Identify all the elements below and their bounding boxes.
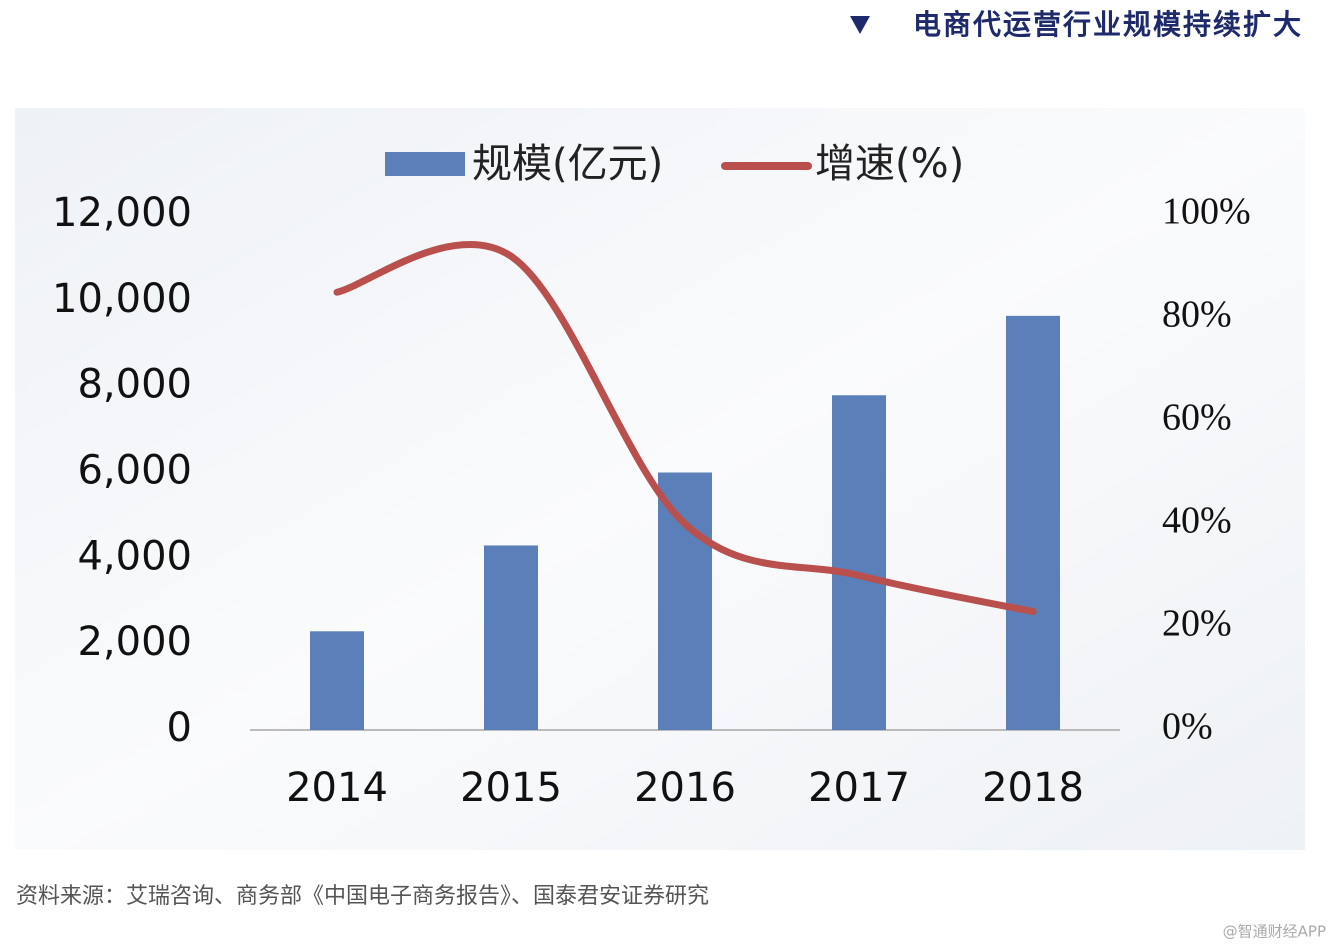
title-marker — [850, 16, 870, 34]
x-tick-label: 2018 — [982, 765, 1084, 811]
bar — [310, 631, 364, 730]
legend-swatch-bar — [385, 152, 465, 176]
y-tick-label: 2,000 — [77, 619, 192, 665]
y-tick-label: 8,000 — [77, 362, 192, 408]
x-tick-label: 2016 — [634, 765, 736, 811]
line — [333, 241, 1037, 616]
page-title: 电商代运营行业规模持续扩大 — [913, 8, 1303, 41]
x-tick-label: 2017 — [808, 765, 910, 811]
y2-tick-label: 0% — [1162, 706, 1213, 748]
y-tick-label: 6,000 — [77, 448, 192, 494]
y-tick-label: 12,000 — [52, 190, 192, 236]
x-tick-label: 2015 — [460, 765, 562, 811]
y2-tick-label: 40% — [1162, 500, 1232, 542]
y2-tick-label: 100% — [1162, 191, 1251, 233]
bar — [484, 545, 538, 730]
x-tick-label: 2014 — [286, 765, 388, 811]
source-note: 资料来源：艾瑞咨询、商务部《中国电子商务报告》、国泰君安证券研究 — [16, 884, 709, 909]
legend-label: 规模(亿元) — [472, 141, 663, 187]
y2-tick-label: 20% — [1162, 603, 1232, 645]
y-tick-label: 0 — [167, 705, 192, 751]
bar — [1006, 315, 1060, 730]
y-tick-label: 4,000 — [77, 533, 192, 579]
watermark: @智通财经APP — [1223, 923, 1326, 941]
y-tick-label: 10,000 — [52, 276, 192, 322]
bar — [832, 395, 886, 730]
bar — [658, 472, 712, 730]
y2-tick-label: 80% — [1162, 294, 1232, 336]
legend-label: 增速(%) — [815, 141, 964, 187]
y2-tick-label: 60% — [1162, 397, 1232, 439]
